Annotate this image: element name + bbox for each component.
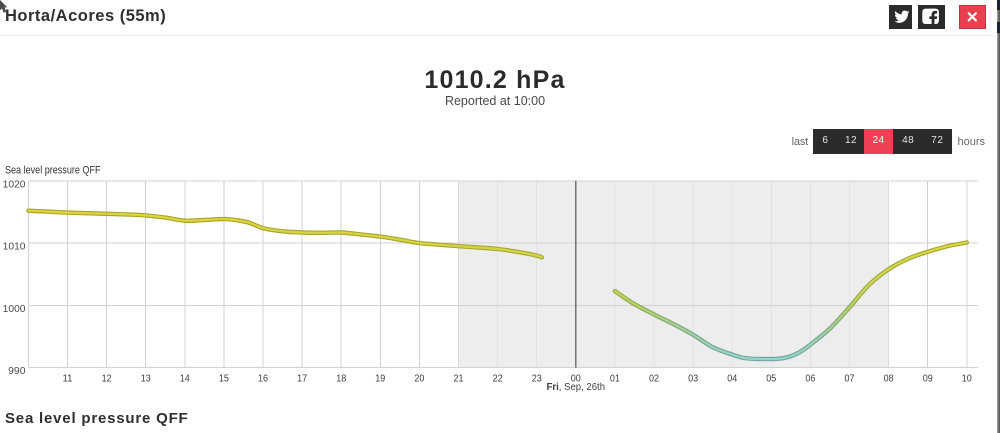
- svg-text:990: 990: [8, 366, 26, 377]
- svg-text:01: 01: [610, 374, 620, 385]
- svg-text:04: 04: [727, 374, 737, 385]
- svg-text:05: 05: [766, 374, 776, 385]
- svg-text:23: 23: [532, 374, 542, 385]
- svg-text:21: 21: [454, 374, 464, 385]
- svg-text:09: 09: [923, 374, 933, 385]
- svg-text:19: 19: [375, 374, 385, 385]
- svg-text:00: 00: [571, 374, 581, 385]
- svg-text:13: 13: [141, 374, 151, 385]
- svg-text:16: 16: [258, 374, 268, 385]
- svg-text:1010: 1010: [3, 242, 26, 253]
- svg-text:03: 03: [688, 374, 698, 385]
- svg-text:Sea level pressure QFF: Sea level pressure QFF: [5, 165, 101, 177]
- svg-text:02: 02: [649, 374, 659, 385]
- svg-text:14: 14: [180, 374, 190, 385]
- svg-text:20: 20: [414, 374, 424, 385]
- svg-text:08: 08: [884, 374, 894, 385]
- svg-text:Fri, Sep, 26th: Fri, Sep, 26th: [547, 382, 606, 393]
- svg-text:12: 12: [102, 374, 112, 385]
- svg-text:1000: 1000: [3, 304, 26, 315]
- svg-text:10: 10: [962, 374, 972, 385]
- svg-text:11: 11: [63, 374, 73, 385]
- svg-text:22: 22: [493, 374, 503, 385]
- svg-text:15: 15: [219, 374, 229, 385]
- svg-text:1020: 1020: [3, 179, 26, 190]
- svg-text:17: 17: [297, 374, 307, 385]
- svg-text:06: 06: [805, 374, 815, 385]
- svg-text:07: 07: [845, 374, 855, 385]
- svg-text:18: 18: [336, 374, 346, 385]
